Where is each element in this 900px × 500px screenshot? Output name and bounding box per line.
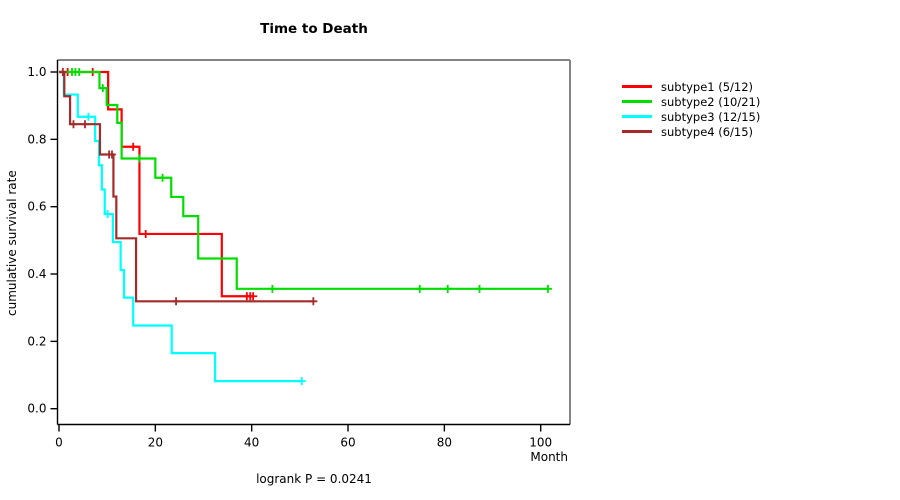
legend-item: subtype3 (12/15) bbox=[622, 109, 760, 124]
censor-mark-subtype2 bbox=[135, 154, 144, 163]
legend-line-swatch bbox=[622, 100, 652, 103]
y-tick-label: 0.0 bbox=[27, 402, 46, 416]
y-tick-label: 1.0 bbox=[27, 65, 46, 79]
logrank-note: logrank P = 0.0241 bbox=[256, 472, 372, 486]
x-tick-label: 100 bbox=[529, 436, 552, 450]
x-axis-label: Month bbox=[530, 450, 568, 464]
legend-line-swatch bbox=[622, 115, 652, 118]
legend-item: subtype4 (6/15) bbox=[622, 124, 760, 139]
legend-label: subtype3 (12/15) bbox=[661, 109, 761, 124]
legend-line-swatch bbox=[622, 85, 652, 88]
curve-subtype4 bbox=[59, 70, 315, 303]
censor-mark-subtype4 bbox=[69, 120, 78, 129]
censor-mark-subtype2 bbox=[98, 84, 107, 93]
censor-mark-subtype2 bbox=[158, 173, 167, 182]
censor-mark-subtype1 bbox=[141, 229, 150, 238]
x-tick-label: 80 bbox=[437, 436, 452, 450]
x-tick-label: 0 bbox=[55, 436, 63, 450]
x-tick-label: 60 bbox=[340, 436, 355, 450]
censor-mark-subtype4 bbox=[81, 120, 90, 129]
x-tick-label: 20 bbox=[148, 436, 163, 450]
curve-subtype3 bbox=[59, 70, 302, 383]
censor-mark-subtype3 bbox=[103, 210, 112, 219]
censor-mark-subtype2 bbox=[475, 284, 484, 293]
y-tick-label: 0.6 bbox=[27, 200, 46, 214]
censor-mark-subtype4 bbox=[58, 68, 67, 76]
censor-mark-subtype2 bbox=[415, 284, 424, 293]
censor-mark-subtype2 bbox=[268, 284, 277, 293]
censor-mark-subtype4 bbox=[309, 297, 318, 306]
x-tick-label: 40 bbox=[244, 436, 259, 450]
y-tick-label: 0.2 bbox=[27, 334, 46, 348]
censor-mark-subtype1 bbox=[249, 292, 258, 301]
legend-item: subtype1 (5/12) bbox=[622, 79, 760, 94]
censor-mark-subtype2 bbox=[543, 284, 552, 293]
legend-label: subtype2 (10/21) bbox=[661, 94, 761, 109]
censor-mark-subtype2 bbox=[443, 284, 452, 293]
curve-subtype2 bbox=[59, 70, 548, 290]
censor-mark-subtype2 bbox=[75, 68, 84, 76]
legend: subtype1 (5/12) subtype2 (10/21) subtype3 … bbox=[622, 79, 760, 139]
page-title: Time to Death bbox=[260, 21, 368, 37]
censor-mark-subtype4 bbox=[172, 297, 181, 306]
legend-label: subtype1 (5/12) bbox=[661, 79, 754, 94]
censor-mark-subtype4 bbox=[107, 150, 116, 159]
legend-label: subtype4 (6/15) bbox=[661, 124, 754, 139]
y-tick-label: 0.4 bbox=[27, 267, 46, 281]
censor-mark-subtype3 bbox=[297, 377, 306, 386]
censor-mark-subtype1 bbox=[129, 142, 138, 151]
censor-mark-subtype3 bbox=[84, 112, 93, 121]
curve-subtype1 bbox=[59, 70, 254, 298]
legend-item: subtype2 (10/21) bbox=[622, 94, 760, 109]
y-tick-label: 0.8 bbox=[27, 132, 46, 146]
legend-line-swatch bbox=[622, 130, 652, 133]
